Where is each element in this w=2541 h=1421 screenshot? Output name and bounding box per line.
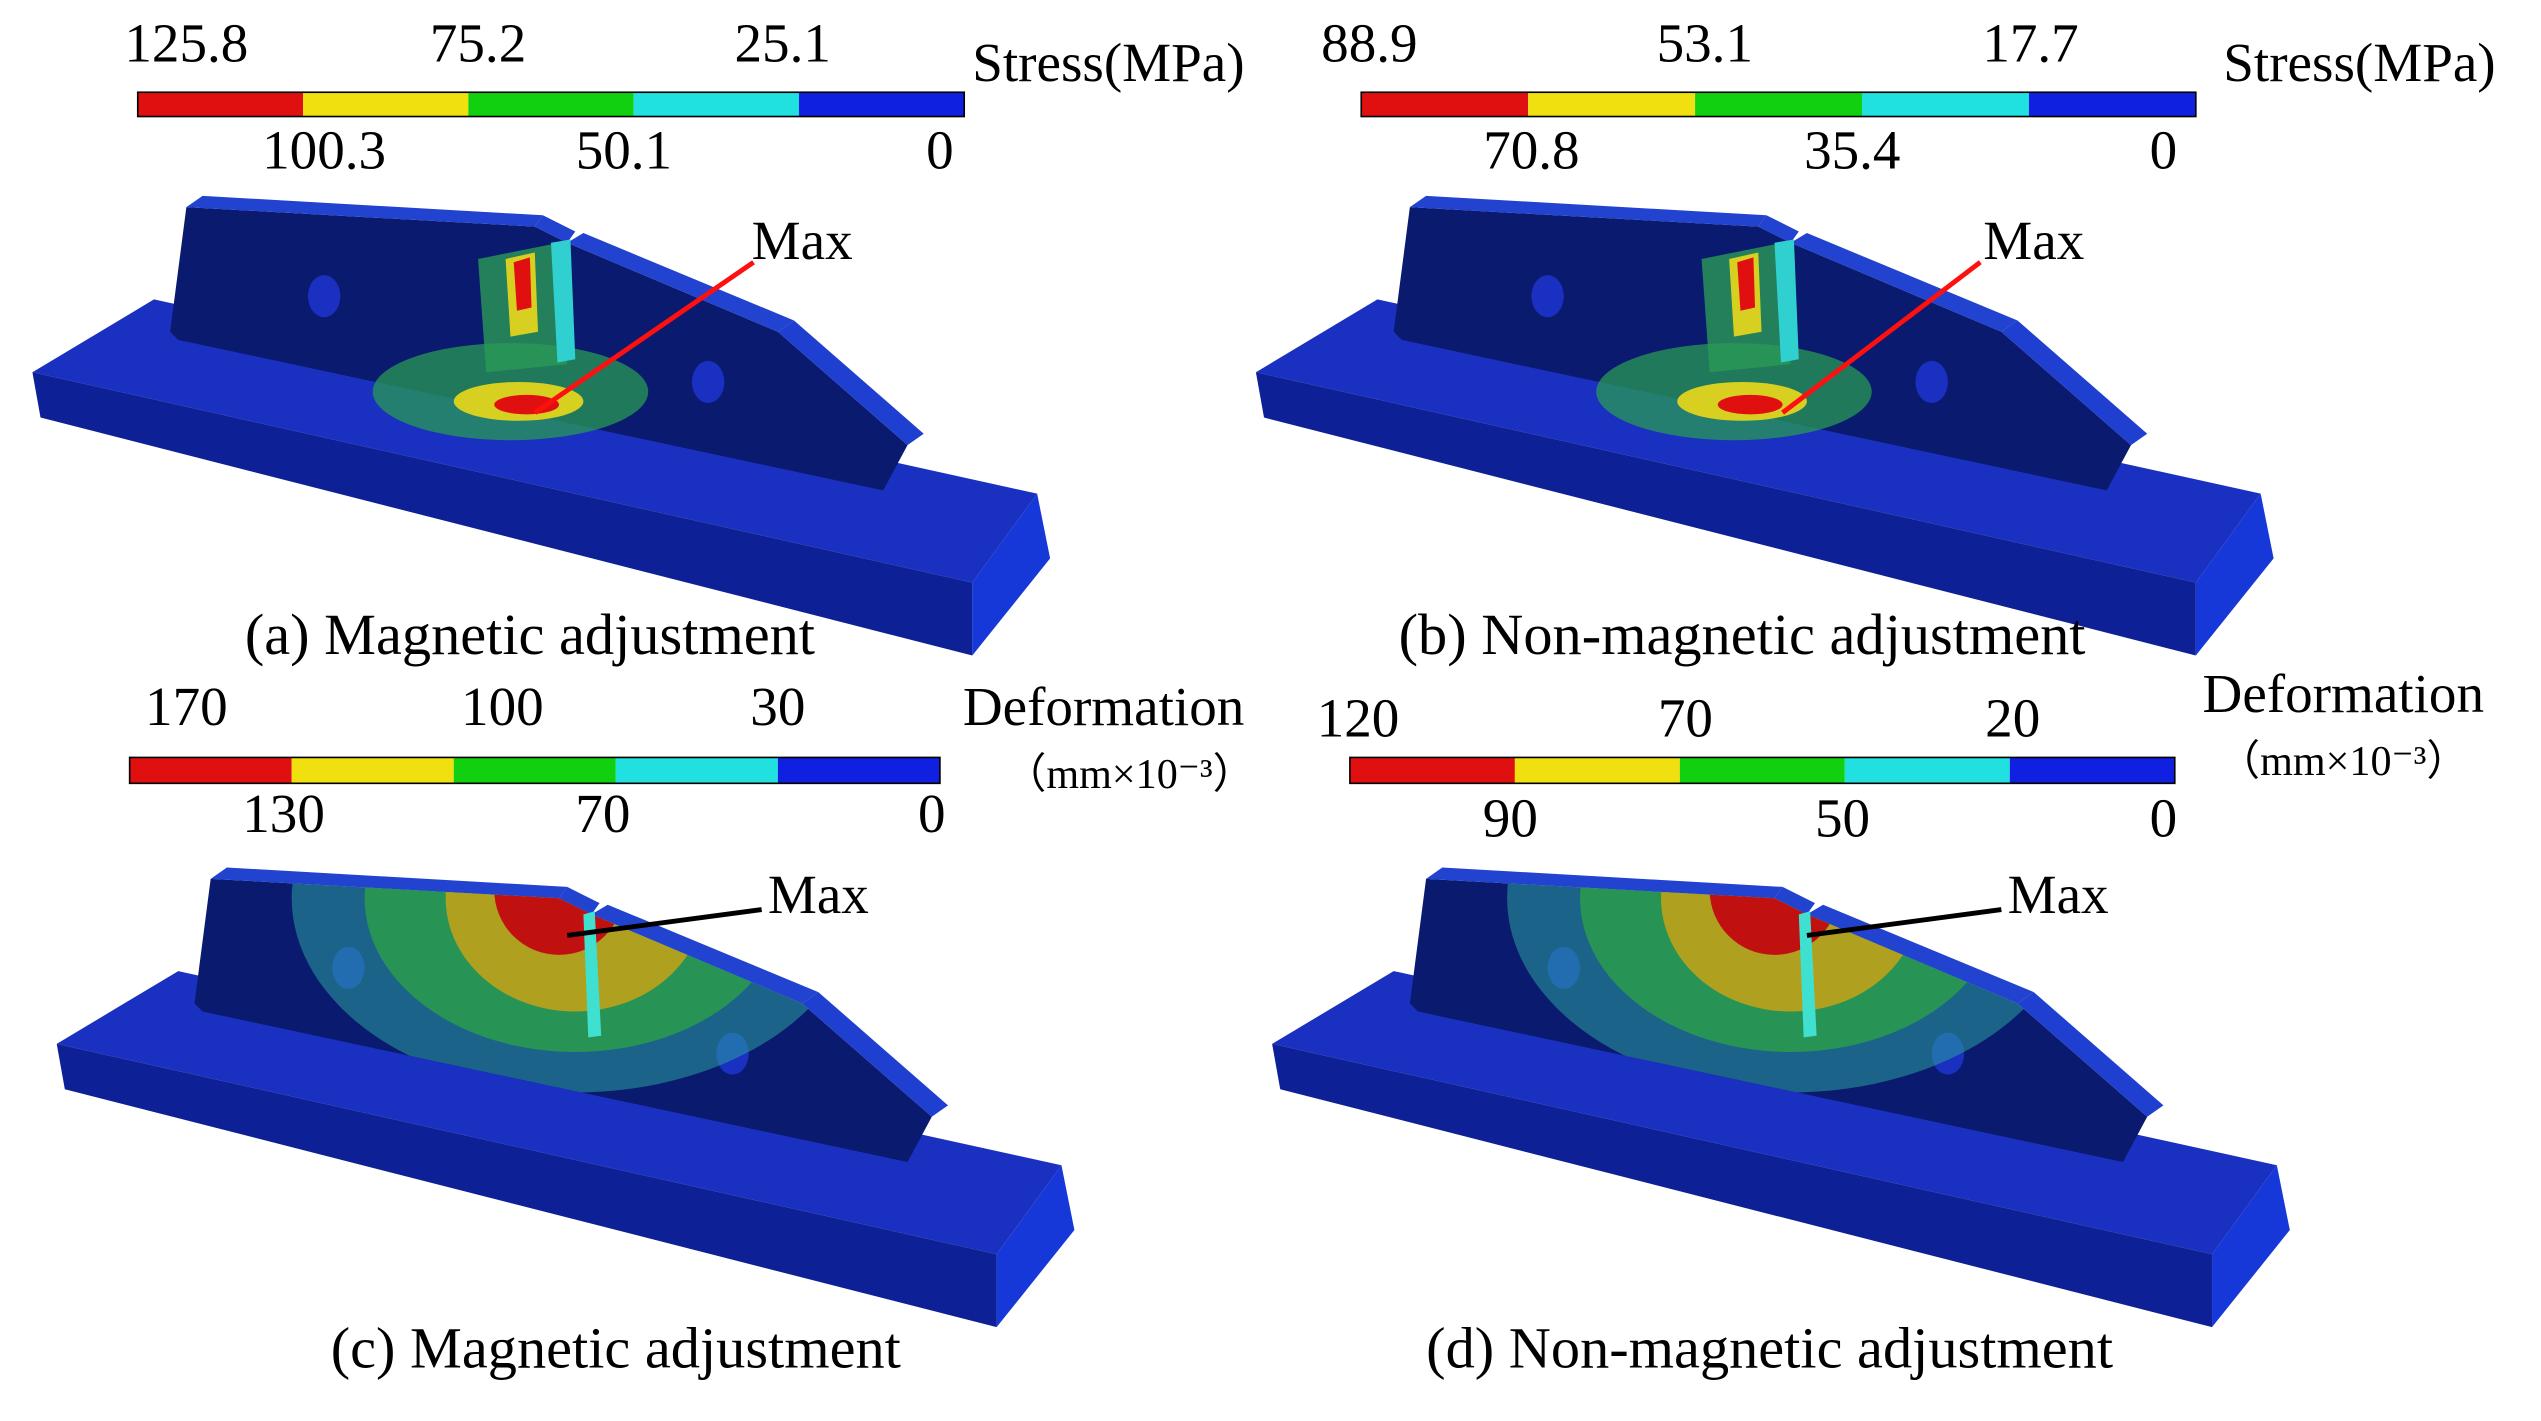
colorbar-segment (453, 757, 616, 784)
scale-label: 88.9 (1321, 13, 1417, 74)
max-label: Max (2008, 864, 2109, 925)
scale-label: 130 (242, 783, 325, 844)
max-pointer (566, 907, 762, 938)
colorbar-segment (615, 757, 778, 784)
scale-label: 0 (2150, 119, 2178, 180)
scale-label: 30 (750, 676, 805, 737)
panel-title: (c) Magnetic adjustment (331, 1316, 901, 1381)
scale-label: 90 (1483, 788, 1538, 849)
fe-model (32, 196, 1050, 656)
scale-label: 50.1 (576, 119, 672, 180)
legend-title: Deformation (963, 676, 1244, 737)
scale-label: 25.1 (735, 13, 831, 74)
colorbar-segment (303, 92, 469, 117)
colorbar-segment (777, 757, 940, 784)
scale-label: 0 (926, 119, 954, 180)
panel-title: (a) Magnetic adjustment (245, 602, 815, 667)
colorbar-frame (1360, 91, 2197, 118)
scale-label: 70.8 (1483, 119, 1579, 180)
scale-label: 50 (1815, 788, 1870, 849)
colorbar-segment (1349, 757, 1515, 784)
max-pointer (533, 260, 755, 415)
legend-unit: （mm×10⁻³） (1004, 751, 1255, 798)
colorbar-segment (1861, 92, 2029, 117)
colorbar-segment (1514, 757, 1680, 784)
scale-label: 0 (918, 783, 946, 844)
colorbar-frame (136, 91, 966, 118)
scale-label: 70 (1658, 687, 1713, 748)
colorbar-frame (128, 756, 941, 785)
scale-label: 17.7 (1982, 13, 2078, 74)
max-label: Max (752, 210, 853, 271)
colorbar-segment (1679, 757, 1845, 784)
colorbar-segment (137, 92, 304, 117)
scale-label: 120 (1317, 687, 1400, 748)
legend-unit: （mm×10⁻³） (2218, 738, 2469, 785)
scale-label: 0 (2150, 788, 2178, 849)
panel-title: (d) Non-magnetic adjustment (1426, 1316, 2113, 1381)
scale-label: 35.4 (1804, 119, 1900, 180)
colorbar-segment (1844, 757, 2010, 784)
colorbar-segment (1695, 92, 1862, 117)
fe-model (1256, 196, 2274, 656)
colorbar-segment (2028, 92, 2196, 117)
scale-label: 20 (1985, 687, 2040, 748)
colorbar-segment (2009, 757, 2175, 784)
fe-model (1272, 704, 2290, 1327)
colorbar-segment (129, 757, 292, 784)
colorbar-segment (798, 92, 965, 117)
legend-title: Stress(MPa) (972, 32, 1244, 93)
scale-label: 100.3 (262, 119, 386, 180)
max-pointer (1781, 260, 1982, 415)
scale-label: 125.8 (124, 13, 248, 74)
scale-label: 100 (461, 676, 544, 737)
colorbar-frame (1349, 756, 2176, 785)
colorbar-segment (1528, 92, 1696, 117)
panel-title: (b) Non-magnetic adjustment (1399, 602, 2086, 667)
colorbar-segment (468, 92, 634, 117)
labels: 125.8 75.2 25.1 100.3 50.1 0 Stress(MPa) Max (a)… (124, 13, 2495, 1381)
legend-title: Deformation (2203, 663, 2484, 724)
max-label: Max (768, 864, 869, 925)
scale-label: 75.2 (430, 13, 526, 74)
max-pointer (1806, 907, 2002, 938)
colorbar-segment (1361, 92, 1529, 117)
colorbar-segment (291, 757, 454, 784)
scale-label: 53.1 (1657, 13, 1753, 74)
legend-title: Stress(MPa) (2223, 32, 2495, 93)
scale-label: 70 (575, 783, 630, 844)
scale-label: 170 (145, 676, 228, 737)
max-label: Max (1983, 210, 2084, 271)
colorbar-segment (633, 92, 799, 117)
